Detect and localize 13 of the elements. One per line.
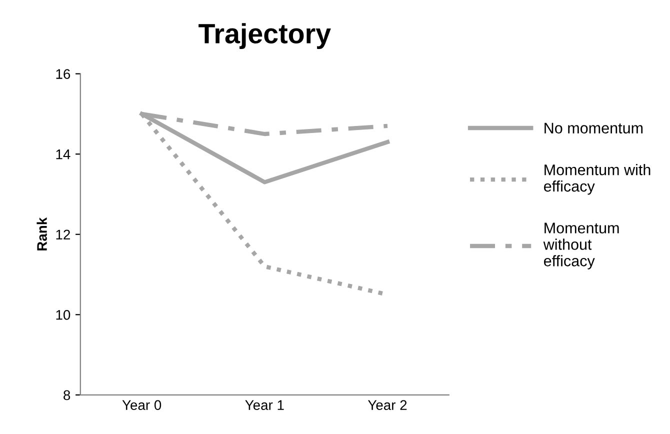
x-tick-label: Year 1	[245, 400, 284, 410]
y-tick-label: 16	[56, 69, 70, 79]
legend-label: Momentum with efficacy	[544, 164, 650, 195]
x-tick-label: Year 0	[122, 400, 162, 410]
legend-label: No momentum	[544, 122, 643, 134]
y-axis-title: Rank	[36, 217, 47, 250]
y-tick-label: 14	[56, 150, 70, 160]
y-tick-label: 8	[64, 390, 70, 400]
y-tick-label: 10	[56, 310, 70, 320]
legend-label: Momentum without efficacy	[543, 222, 619, 270]
chart-title: Trajectory	[198, 23, 331, 49]
y-tick-label: 12	[56, 230, 70, 240]
x-tick-label: Year 2	[368, 400, 407, 410]
